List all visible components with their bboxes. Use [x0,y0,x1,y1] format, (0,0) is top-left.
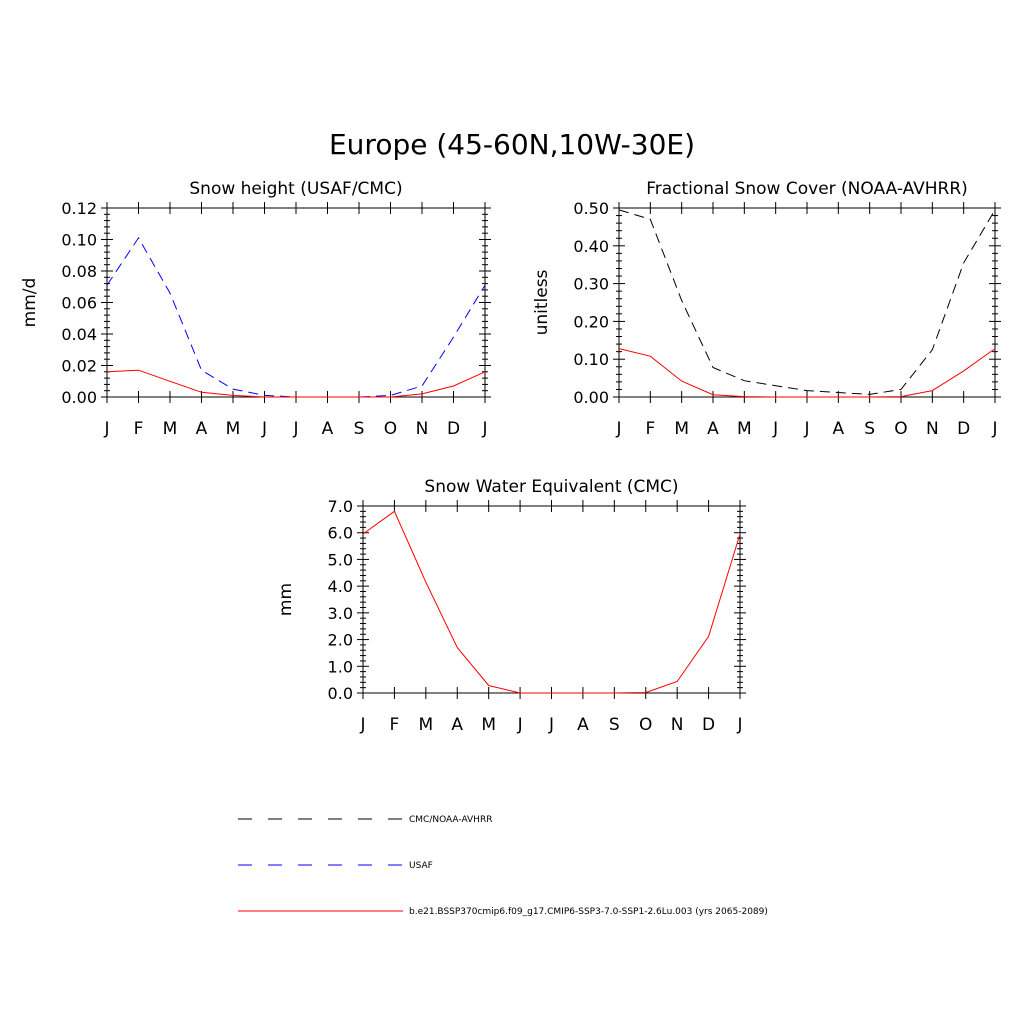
x-tick-label: F [134,419,144,439]
x-tick-label: N [926,419,939,439]
panel-title: Snow height (USAF/CMC) [189,179,402,199]
plot-frame [362,505,741,694]
y-tick-label: 6.0 [328,524,353,543]
series-line-b-e21-bssp370cmip6-f09-g17-cmi [618,348,996,398]
y-axis-label: mm [276,583,296,616]
x-tick-label: J [292,419,298,439]
x-tick-label: D [447,419,460,439]
x-tick-label: F [645,419,655,439]
legend: CMC/NOAA-AVHRR USAF b.e21.BSSP370cmip6.f09… [238,815,768,917]
y-tick-label: 0.08 [61,262,97,281]
x-tick-label: S [864,419,875,439]
y-tick-label: 3.0 [328,604,353,623]
x-tick-label: J [359,715,365,735]
x-tick-label: N [671,715,684,735]
y-tick-label: 0.00 [573,388,609,407]
x-tick-label: J [548,715,554,735]
y-tick-label: 7.0 [328,497,353,516]
panel-snow-water-equivalent: Snow Water Equivalent (CMC) mm 0.0 1.0 2.0 3.… [276,477,746,735]
y-tick-label: 0.50 [573,199,609,218]
y-tick-label: 0.40 [573,237,609,256]
x-tick-label: A [196,419,208,439]
x-tick-label: J [736,715,742,735]
series-line-cmc-noaa-avhrr [618,209,996,395]
y-tick-label: 0.20 [573,312,609,331]
x-tick-label: O [894,419,907,439]
y-tick-label: 0.04 [61,325,97,344]
y-tick-label: 0.30 [573,275,609,294]
x-tick-label: M [226,419,241,439]
page-title: Europe (45-60N,10W-30E) [328,128,696,161]
x-tick-label: F [390,715,400,735]
y-tick-label: 0.00 [61,388,97,407]
panel-title: Snow Water Equivalent (CMC) [424,477,678,497]
y-tick-label: 0.02 [61,357,97,376]
legend-label: b.e21.BSSP370cmip6.f09_g17.CMIP6-SSP3-7.… [409,907,768,917]
x-tick-label: J [772,419,778,439]
x-tick-label: M [418,715,433,735]
y-tick-label: 5.0 [328,550,353,569]
x-tick-label: J [615,419,621,439]
x-tick-label: A [577,715,589,735]
x-tick-label: J [103,419,109,439]
x-tick-label: O [384,419,397,439]
y-tick-label: 0.10 [573,350,609,369]
x-tick-label: D [957,419,970,439]
panel-title: Fractional Snow Cover (NOAA-AVHRR) [646,179,968,199]
x-tick-label: S [354,419,365,439]
x-tick-label: S [609,715,620,735]
x-tick-label: M [674,419,689,439]
plot-frame [618,207,996,398]
x-tick-label: J [803,419,809,439]
plot-frame [106,207,486,398]
y-tick-label: 0.12 [61,199,97,218]
x-tick-label: M [163,419,178,439]
x-tick-label: J [991,419,997,439]
y-tick-label: 0.06 [61,294,97,313]
y-tick-label: 0.10 [61,231,97,250]
y-tick-label: 2.0 [328,631,353,650]
x-tick-label: J [261,419,267,439]
x-tick-label: A [322,419,334,439]
y-axis-label: unitless [532,269,552,335]
x-tick-label: A [707,419,719,439]
series-line-b-e21-bssp370cmip6-f09-g17-cmi [106,369,486,398]
y-tick-label: 1.0 [328,657,353,676]
y-tick-label: 4.0 [328,577,353,596]
series-line-usaf [106,236,486,398]
x-tick-label: J [481,419,487,439]
legend-label: CMC/NOAA-AVHRR [409,815,492,825]
x-tick-label: D [702,715,715,735]
series-line-b-e21-bssp370cmip6-f09-g17-cmi [362,510,741,694]
x-tick-label: M [737,419,752,439]
y-tick-label: 0.0 [328,684,353,703]
y-axis-label: mm/d [20,278,40,328]
x-tick-label: A [833,419,845,439]
x-tick-label: N [416,419,429,439]
x-tick-label: M [481,715,496,735]
x-tick-label: J [517,715,523,735]
panel-fractional-snow-cover: Fractional Snow Cover (NOAA-AVHRR) unitle… [532,179,1001,439]
x-tick-label: A [451,715,463,735]
legend-label: USAF [409,861,433,871]
x-tick-label: O [639,715,652,735]
panel-snow-height: Snow height (USAF/CMC) mm/d 0.00 0.02 0.04 0.… [20,179,491,439]
